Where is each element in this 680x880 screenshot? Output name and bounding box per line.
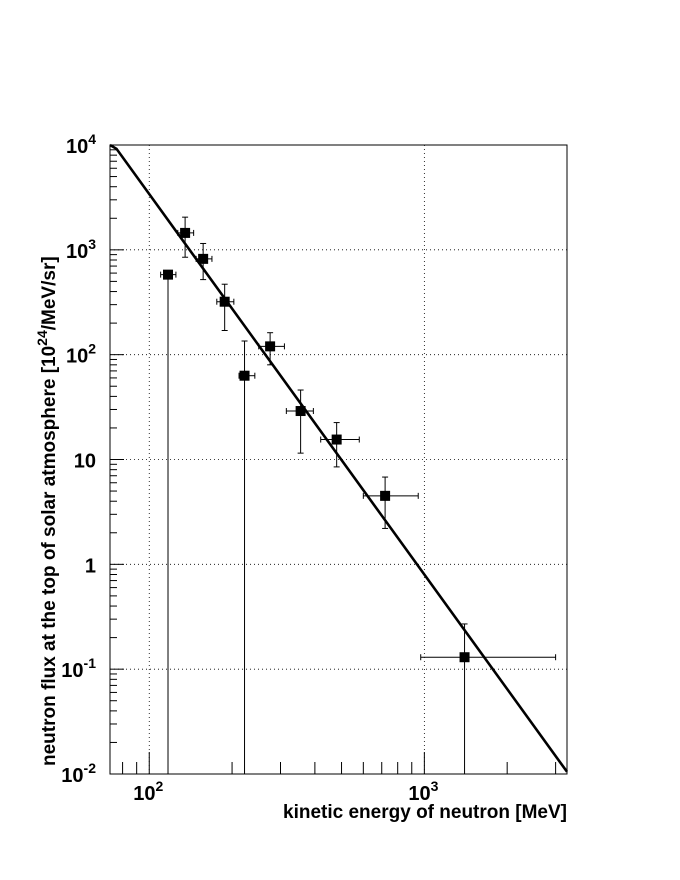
y-tick-label: 104 [66, 131, 96, 158]
data-point [362, 476, 419, 529]
x-axis-title: kinetic energy of neutron [MeV] [283, 802, 567, 823]
y-tick-label: 1 [85, 555, 96, 577]
grid [110, 145, 567, 774]
data-points [160, 216, 557, 774]
data-point [258, 332, 285, 366]
data-point [238, 340, 256, 774]
data-point [320, 422, 360, 468]
x-tick-label: 103 [408, 778, 438, 805]
axes: 102 103 10-2 10-1 1 10 102 103 104 [61, 131, 557, 805]
data-point [195, 242, 213, 281]
point-marker [295, 406, 306, 417]
data-point [420, 623, 557, 774]
point-marker [219, 296, 230, 307]
data-point [216, 283, 235, 332]
point-marker [265, 341, 276, 352]
y-tick-label: 10-2 [61, 760, 96, 787]
point-marker [198, 253, 209, 264]
x-tick-label: 102 [133, 778, 163, 805]
fit-line [109, 143, 569, 773]
y-tick-label: 10 [74, 451, 96, 473]
point-marker [380, 490, 391, 501]
fit-line-path [109, 143, 569, 773]
y-axis-title: neutron flux at the top of solar atmosph… [34, 256, 60, 766]
point-marker [459, 652, 470, 663]
y-tick-label: 10-1 [61, 655, 96, 682]
point-marker [180, 227, 191, 238]
point-marker [239, 370, 250, 381]
data-point [285, 389, 314, 454]
point-marker [331, 434, 342, 445]
data-point [177, 216, 195, 258]
point-marker [163, 269, 174, 280]
y-tick-label: 102 [66, 341, 96, 368]
data-point [160, 269, 177, 774]
y-tick-label: 103 [66, 236, 96, 263]
